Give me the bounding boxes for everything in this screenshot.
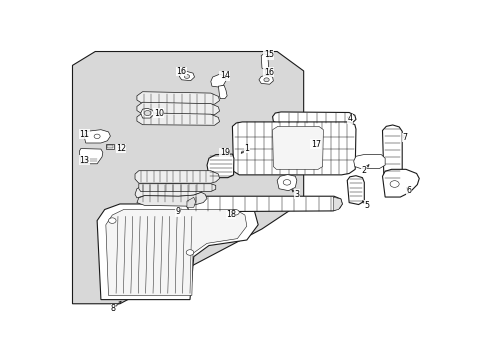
Polygon shape	[277, 175, 296, 191]
Polygon shape	[179, 72, 194, 81]
Text: 3: 3	[294, 190, 299, 199]
Polygon shape	[382, 125, 401, 184]
Text: 14: 14	[220, 71, 229, 80]
Polygon shape	[137, 102, 219, 115]
Polygon shape	[139, 184, 215, 192]
Text: 17: 17	[310, 140, 320, 149]
Polygon shape	[332, 197, 342, 211]
Circle shape	[186, 250, 193, 255]
Text: 18: 18	[225, 210, 235, 219]
Polygon shape	[186, 197, 195, 207]
Text: 2: 2	[361, 166, 366, 175]
Text: 9: 9	[175, 207, 180, 216]
Circle shape	[144, 111, 151, 116]
Polygon shape	[261, 54, 268, 69]
Polygon shape	[259, 75, 273, 84]
Circle shape	[94, 134, 100, 139]
Polygon shape	[137, 92, 219, 104]
Polygon shape	[79, 149, 102, 164]
Circle shape	[283, 180, 290, 185]
Text: 10: 10	[154, 109, 163, 118]
Text: 7: 7	[402, 133, 407, 142]
Text: 13: 13	[80, 156, 89, 165]
Circle shape	[389, 181, 398, 187]
Polygon shape	[137, 192, 206, 206]
Polygon shape	[353, 155, 385, 168]
Polygon shape	[105, 210, 246, 296]
Text: 15: 15	[263, 50, 273, 59]
Text: 4: 4	[346, 114, 352, 123]
Text: 1: 1	[244, 144, 249, 153]
Polygon shape	[304, 138, 312, 146]
Polygon shape	[272, 126, 323, 169]
Polygon shape	[232, 122, 355, 175]
Polygon shape	[272, 112, 355, 124]
Polygon shape	[186, 196, 342, 213]
Polygon shape	[135, 183, 201, 198]
Polygon shape	[218, 85, 226, 99]
Text: 11: 11	[80, 130, 89, 139]
Polygon shape	[137, 113, 219, 125]
Polygon shape	[346, 176, 364, 204]
Polygon shape	[135, 171, 219, 183]
Text: 19: 19	[219, 148, 229, 157]
Bar	[107, 145, 112, 148]
Bar	[105, 144, 114, 149]
Polygon shape	[210, 74, 225, 87]
Circle shape	[231, 210, 239, 215]
Polygon shape	[206, 154, 233, 177]
Text: 5: 5	[364, 201, 369, 210]
Text: 6: 6	[406, 186, 411, 195]
Polygon shape	[141, 108, 154, 118]
Text: 16: 16	[263, 68, 273, 77]
Polygon shape	[84, 130, 110, 143]
Text: 8: 8	[111, 304, 116, 313]
Polygon shape	[97, 204, 258, 300]
Text: 12: 12	[116, 144, 126, 153]
Polygon shape	[382, 169, 418, 197]
Circle shape	[108, 218, 116, 223]
Polygon shape	[72, 51, 303, 304]
Circle shape	[184, 75, 189, 78]
Text: 16: 16	[176, 67, 186, 76]
Circle shape	[264, 78, 268, 82]
